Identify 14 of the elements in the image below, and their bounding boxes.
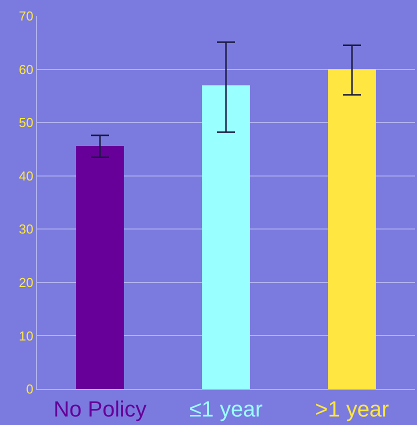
y-tick-label: 40 bbox=[18, 168, 34, 184]
y-tick-label: 30 bbox=[18, 222, 34, 237]
x-tick-label: ≤1 year bbox=[189, 396, 263, 422]
bar bbox=[76, 146, 124, 389]
y-tick-label: 20 bbox=[18, 274, 34, 290]
x-tick-label: >1 year bbox=[315, 396, 389, 422]
bar bbox=[202, 85, 250, 389]
y-tick-label: 10 bbox=[18, 328, 34, 344]
y-tick-label: 70 bbox=[18, 8, 34, 24]
y-tick-label: 50 bbox=[18, 115, 34, 130]
bar bbox=[328, 69, 376, 389]
y-tick-label: 60 bbox=[18, 62, 34, 77]
y-tick-label: 0 bbox=[26, 382, 34, 397]
x-tick-label: No Policy bbox=[54, 396, 146, 422]
